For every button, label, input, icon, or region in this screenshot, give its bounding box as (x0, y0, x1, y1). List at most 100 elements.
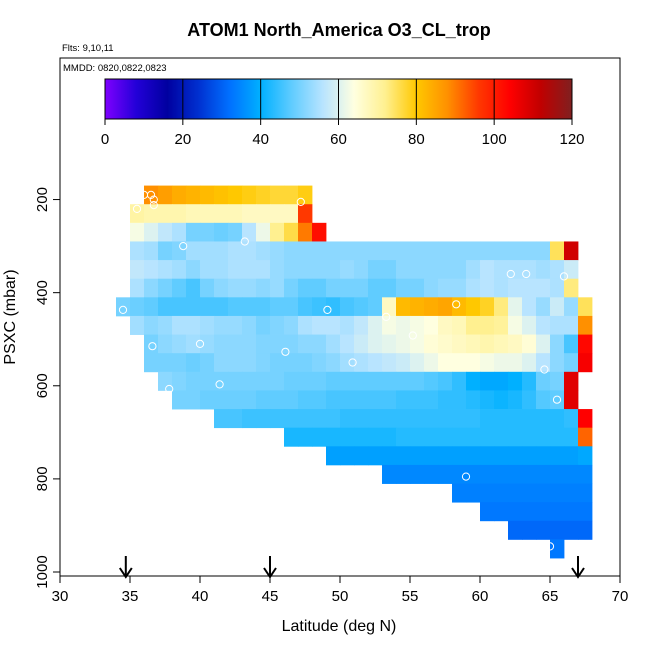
heatmap-cell (130, 278, 145, 298)
heatmap-cell (270, 353, 285, 373)
heatmap-cell (284, 334, 299, 354)
heatmap-cell (522, 427, 537, 447)
heatmap-cell (382, 371, 397, 391)
heatmap-cell (508, 297, 523, 317)
heatmap-cell (536, 502, 551, 522)
heatmap-cell (396, 409, 411, 429)
heatmap-cell (522, 353, 537, 373)
heatmap-cell (312, 315, 327, 335)
heatmap-cell (508, 278, 523, 298)
heatmap-cell (144, 278, 159, 298)
heatmap-cell (578, 483, 593, 503)
heatmap-cell (494, 334, 509, 354)
flight-point (408, 331, 417, 340)
heatmap-cell (494, 390, 509, 410)
flight-point (506, 269, 515, 279)
heatmap-cell (536, 483, 551, 503)
flight-point (165, 384, 174, 394)
flight-point (522, 269, 531, 279)
heatmap-cell (298, 315, 313, 335)
colorbar-tick-label: 100 (482, 131, 507, 148)
heatmap-cell (298, 427, 313, 447)
heatmap-cell (270, 260, 285, 280)
x-tick-label: 70 (612, 588, 629, 605)
x-tick-label: 65 (542, 588, 559, 605)
heatmap-cell (424, 390, 439, 410)
heatmap-cell (270, 334, 285, 354)
heatmap-cell (284, 371, 299, 391)
heatmap-cell (298, 185, 313, 205)
heatmap-cell (578, 315, 593, 335)
heatmap-cell (522, 371, 537, 391)
heatmap-cell (186, 371, 201, 391)
heatmap-cell (480, 334, 495, 354)
heatmap-cell (256, 278, 271, 298)
heatmap-cell (382, 409, 397, 429)
heatmap-cell (410, 353, 425, 373)
heatmap-cell (494, 464, 509, 484)
heatmap-cell (312, 390, 327, 410)
heatmap-cell (186, 315, 201, 335)
heatmap-cell (466, 241, 481, 261)
heatmap-cell (480, 464, 495, 484)
heatmap-cell (452, 371, 467, 391)
heatmap-cell (368, 260, 383, 280)
heatmap-cell (494, 315, 509, 335)
heatmap-cell (214, 241, 229, 261)
heatmap-cell (368, 371, 383, 391)
heatmap-cell (326, 241, 341, 261)
heatmap-cell (326, 260, 341, 280)
heatmap-cell (438, 371, 453, 391)
heatmap-cell (508, 427, 523, 447)
heatmap-cell (200, 241, 215, 261)
heatmap-cell (452, 483, 467, 503)
heatmap-cell (536, 520, 551, 540)
heatmap-cell (256, 409, 271, 429)
heatmap-cell (326, 371, 341, 391)
heatmap-cell (172, 204, 187, 224)
heatmap-cell (466, 427, 481, 447)
heatmap-cell (536, 315, 551, 335)
colorbar-tick-label: 60 (330, 131, 347, 148)
heatmap-cell (508, 353, 523, 373)
heatmap-cell (578, 464, 593, 484)
heatmap-cell (242, 185, 257, 205)
heatmap-cell (130, 297, 145, 317)
heatmap-cell (480, 502, 495, 522)
heatmap-cell (550, 539, 565, 559)
flights-label: Flts: 9,10,11 (62, 43, 114, 54)
heatmap-cell (312, 353, 327, 373)
heatmap-cell (424, 260, 439, 280)
heatmap-cell (172, 260, 187, 280)
heatmap-cell (284, 409, 299, 429)
heatmap-cell (564, 297, 579, 317)
y-tick-label: 800 (34, 466, 51, 491)
heatmap-cell (550, 278, 565, 298)
heatmap-cell (256, 222, 271, 242)
heatmap-cell (256, 185, 271, 205)
flight-point (461, 472, 471, 481)
heatmap-cell (172, 353, 187, 373)
flight-point (323, 305, 332, 314)
heatmap-cell (284, 390, 299, 410)
heatmap-cell (186, 204, 201, 224)
heatmap-cell (438, 297, 453, 317)
heatmap-cell (536, 297, 551, 317)
heatmap-cell (522, 241, 537, 261)
heatmap-cell (172, 390, 187, 410)
heatmap-cell (466, 353, 481, 373)
heatmap-cell (158, 297, 173, 317)
heatmap-cell (186, 297, 201, 317)
heatmap-cell (312, 241, 327, 261)
heatmap-cell (270, 371, 285, 391)
heatmap-cell (228, 278, 243, 298)
heatmap-cell (522, 446, 537, 466)
heatmap-cell (284, 260, 299, 280)
flight-point (215, 380, 224, 389)
y-tick-label: 600 (34, 373, 51, 398)
heatmap-cell (536, 390, 551, 410)
heatmap-cell (326, 390, 341, 410)
heatmap-cell (536, 371, 551, 391)
heatmap-cell (368, 409, 383, 429)
